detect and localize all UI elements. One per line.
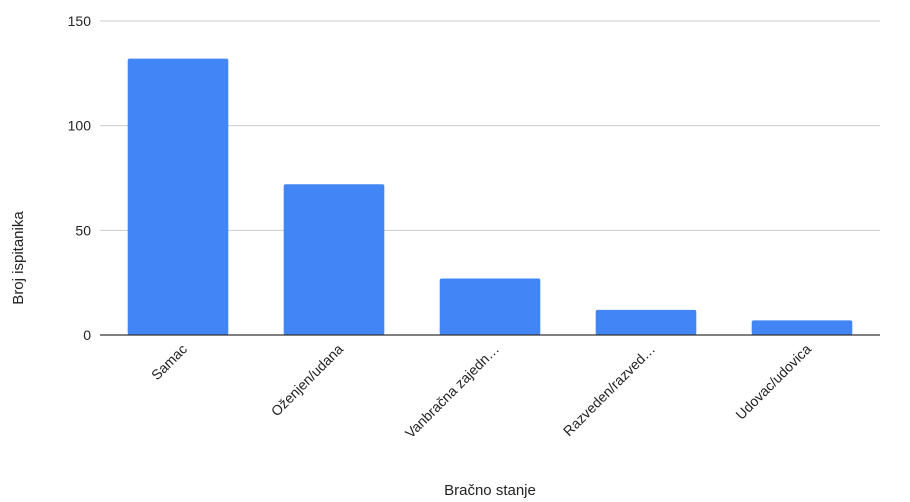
bars: [127, 58, 853, 336]
x-tick-labels: Samac Oženjen/udana Vanbračna zajedn… Razve…: [148, 341, 814, 441]
gridlines: [100, 20, 880, 231]
bar: [751, 320, 853, 335]
bar: [283, 184, 385, 335]
x-tick-label: Udovac/udovica: [732, 341, 814, 423]
y-axis-title: Broj ispitanika: [10, 211, 27, 305]
x-tick-label: Vanbračna zajedn…: [402, 341, 502, 441]
x-tick-label: Oženjen/udana: [268, 341, 347, 420]
bar: [595, 309, 697, 335]
bar: [439, 278, 541, 335]
x-axis-title: Bračno stanje: [444, 482, 536, 499]
x-tick-label: Samac: [148, 341, 190, 383]
y-tick-label: 0: [83, 327, 91, 343]
y-tick-label: 100: [68, 118, 92, 134]
y-tick-label: 50: [75, 222, 91, 238]
y-tick-labels: 0 50 100 150: [68, 13, 92, 343]
x-tick-label: Razveden/razved…: [560, 341, 658, 439]
bar: [127, 58, 229, 336]
y-tick-label: 150: [68, 13, 92, 29]
